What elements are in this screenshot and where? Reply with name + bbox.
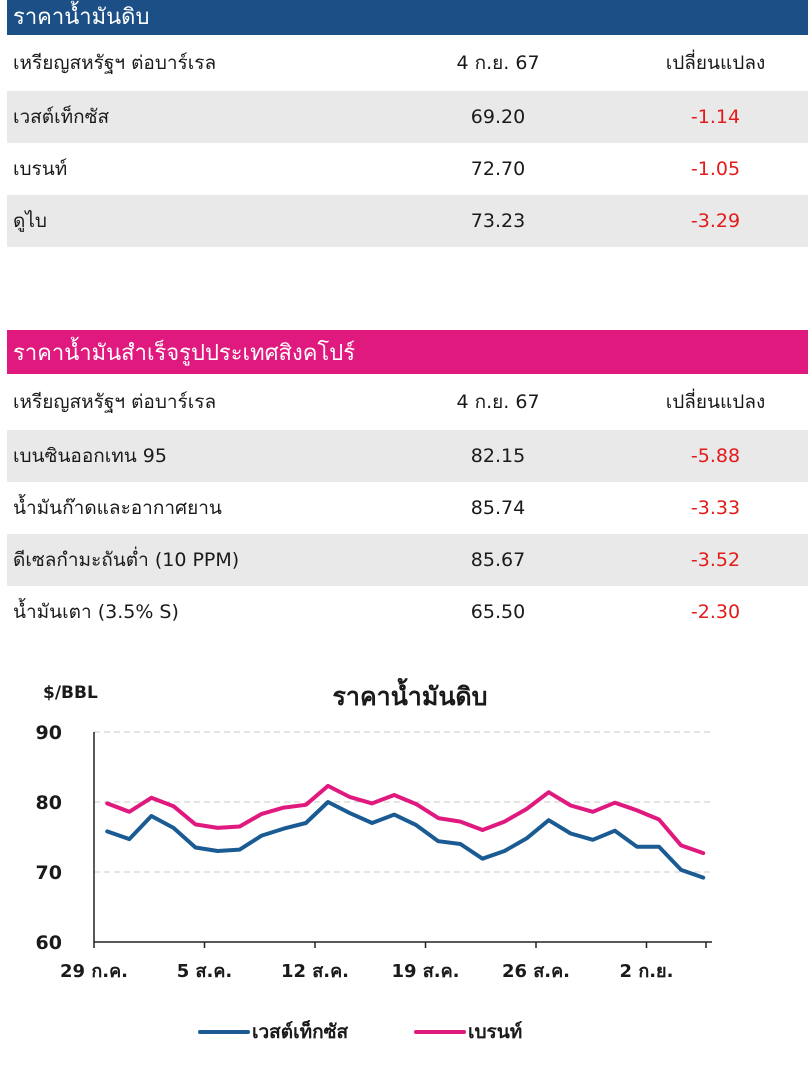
x-tick-label: 29 ก.ค. [60,961,128,982]
header-date: 4 ก.ย. 67 [456,52,540,74]
legend-label-wti: เวสต์เท็กซัส [252,1021,349,1043]
y-tick-label: 80 [36,792,62,814]
row-name: เบรนท์ [13,158,68,180]
row-change: -1.05 [690,158,741,180]
legend-swatch-wti [198,1030,250,1034]
table-row: น้ำมันก๊าดและอากาศยาน 85.74 -3.33 [7,482,808,534]
chart-title: ราคาน้ำมันดิบ [332,677,487,711]
series-line-wti [105,800,706,880]
singapore-table-header: เหรียญสหรัฐฯ ต่อบาร์เรล 4 ก.ย. 67 เปลี่ย… [7,374,808,430]
row-price: 72.70 [470,158,526,180]
row-change: -3.29 [690,210,741,232]
crude-price-chart: ราคาน้ำมันดิบ $/BBL 60 70 80 90 29 ก.ค. 5 ส.ค. 1… [36,677,712,982]
table-row: เวสต์เท็กซัส 69.20 -1.14 [7,91,808,143]
header-change: เปลี่ยนแปลง [665,391,766,413]
series-line-brent [105,783,706,856]
x-tick-label: 19 ส.ค. [391,961,459,982]
legend-item-brent: เบรนท์ [414,1017,522,1047]
row-price: 82.15 [470,445,526,467]
singapore-products-table: ราคาน้ำมันสำเร็จรูปประเทศสิงคโปร์ เหรียญ… [7,330,808,638]
y-axis-unit: $/BBL [43,683,98,703]
x-tick-label: 5 ส.ค. [177,961,233,982]
header-change: เปลี่ยนแปลง [665,52,766,74]
chart-legend: เวสต์เท็กซัส เบรนท์ [0,1017,811,1047]
row-price: 65.50 [470,601,526,623]
header-unit: เหรียญสหรัฐฯ ต่อบาร์เรล [13,52,217,74]
x-tick-label: 12 ส.ค. [281,961,349,982]
row-name: เวสต์เท็กซัส [13,106,110,128]
table-row: ดีเซลกำมะถันต่ำ (10 PPM) 85.67 -3.52 [7,534,808,586]
singapore-table-title: ราคาน้ำมันสำเร็จรูปประเทศสิงคโปร์ [7,330,808,374]
row-price: 85.67 [470,549,526,571]
table-row: เบนซินออกเทน 95 82.15 -5.88 [7,430,808,482]
table-row: เบรนท์ 72.70 -1.05 [7,143,808,195]
row-change: -3.33 [690,497,741,519]
y-tick-label: 90 [36,722,62,744]
crude-table-header: เหรียญสหรัฐฯ ต่อบาร์เรล 4 ก.ย. 67 เปลี่ย… [7,35,808,91]
row-name: น้ำมันเตา (3.5% S) [13,601,179,623]
legend-swatch-brent [414,1030,466,1034]
row-price: 85.74 [470,497,526,519]
x-tick-label: 26 ส.ค. [502,961,570,982]
row-change: -2.30 [690,601,741,623]
table-row: ดูไบ 73.23 -3.29 [7,195,808,247]
row-change: -3.52 [690,549,741,571]
y-tick-label: 60 [36,932,62,954]
y-tick-label: 70 [36,862,62,884]
row-change: -1.14 [690,106,741,128]
header-unit: เหรียญสหรัฐฯ ต่อบาร์เรล [13,391,217,413]
row-price: 73.23 [470,210,526,232]
row-name: ดีเซลกำมะถันต่ำ (10 PPM) [13,549,240,571]
row-change: -5.88 [690,445,741,467]
legend-item-wti: เวสต์เท็กซัส [198,1017,348,1047]
row-name: เบนซินออกเทน 95 [13,445,167,467]
crude-oil-table: ราคาน้ำมันดิบ เหรียญสหรัฐฯ ต่อบาร์เรล 4 … [7,0,808,247]
crude-table-title: ราคาน้ำมันดิบ [7,0,808,35]
header-date: 4 ก.ย. 67 [456,391,540,413]
row-name: น้ำมันก๊าดและอากาศยาน [13,497,222,519]
row-price: 69.20 [470,106,526,128]
row-name: ดูไบ [13,210,47,232]
legend-label-brent: เบรนท์ [468,1021,523,1043]
table-row: น้ำมันเตา (3.5% S) 65.50 -2.30 [7,586,808,638]
x-tick-label: 2 ก.ย. [620,961,674,982]
